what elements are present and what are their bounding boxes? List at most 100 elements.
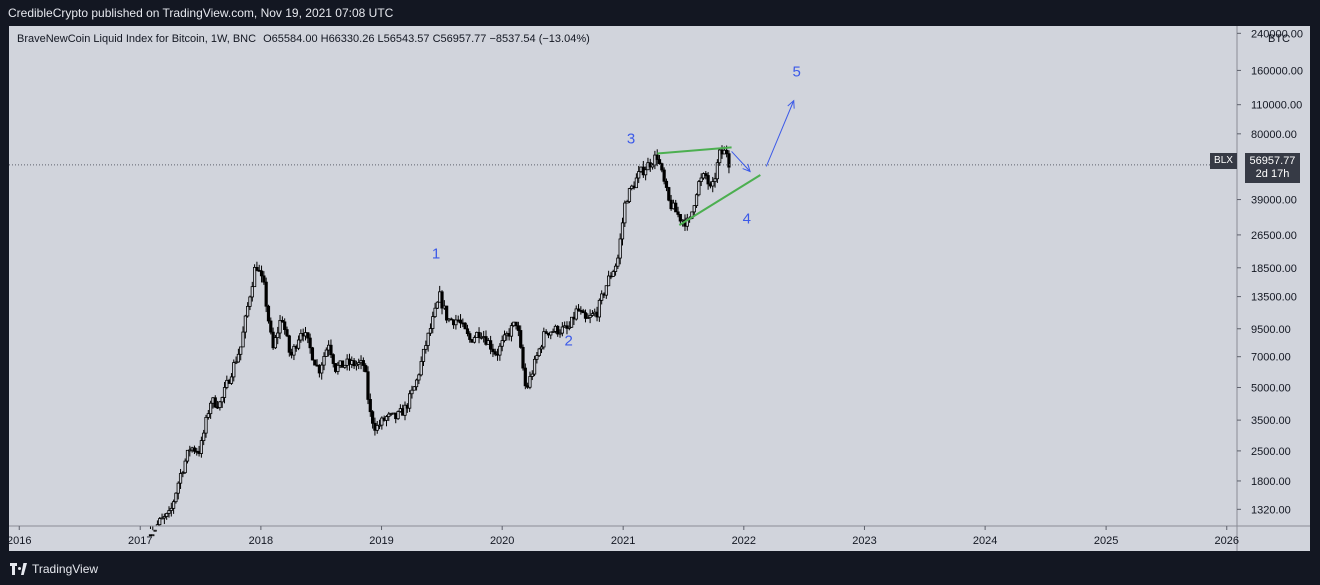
candle-body	[213, 397, 217, 408]
weekly-candle	[539, 344, 544, 354]
candle-body	[296, 339, 301, 349]
candle-body	[664, 180, 669, 188]
candle-body	[313, 359, 317, 366]
weekly-candle	[711, 176, 715, 193]
weekly-candle	[278, 314, 282, 340]
candle-body	[310, 347, 315, 361]
weekly-candle	[421, 348, 426, 366]
chart-frame[interactable]: 1 2 3 4 5 1320.00 1800.00 2500.00 3500.00 5000.0…	[9, 26, 1310, 551]
weekly-candle	[322, 352, 326, 371]
weekly-candle	[491, 343, 495, 358]
weekly-candle	[331, 353, 335, 368]
weekly-candle	[424, 340, 428, 354]
candle-body	[576, 308, 581, 311]
weekly-candle	[567, 321, 571, 331]
price-tick-label: 1320.00	[1251, 504, 1291, 516]
weekly-candle	[310, 346, 315, 361]
weekly-candle	[583, 309, 588, 323]
time-tick-label: 2020	[490, 535, 514, 547]
candle-body	[357, 362, 361, 365]
weekly-candle	[556, 325, 560, 337]
trendline	[678, 174, 761, 226]
candle-body	[685, 217, 689, 227]
symbol-tag: BLX	[1210, 153, 1237, 169]
weekly-candle	[544, 329, 548, 335]
publish-info: CredibleCrypto published on TradingView.…	[8, 6, 394, 20]
price-tick-label: 160000.00	[1251, 65, 1303, 77]
weekly-candle	[199, 436, 203, 458]
candle-body	[618, 238, 622, 259]
candle-body	[380, 417, 384, 426]
weekly-candle	[375, 420, 379, 434]
candle-body	[285, 329, 289, 337]
trendline	[657, 146, 732, 155]
candle-body	[472, 337, 477, 343]
candle-body	[174, 492, 178, 503]
weekly-candle	[225, 375, 229, 390]
candle-body	[458, 319, 463, 324]
weekly-candle	[354, 360, 359, 371]
weekly-candle	[558, 329, 562, 338]
candle-body	[697, 181, 701, 196]
weekly-candle	[380, 416, 384, 430]
candle-body	[607, 275, 611, 287]
candle-body	[287, 335, 291, 353]
weekly-candle	[220, 396, 224, 408]
weekly-candle	[329, 339, 333, 358]
weekly-candle	[412, 386, 416, 391]
candle-body	[530, 373, 534, 377]
candle-body	[625, 201, 629, 204]
candle-body	[366, 371, 370, 400]
weekly-candle	[489, 335, 493, 355]
candle-body	[322, 356, 326, 366]
weekly-candle	[269, 317, 273, 335]
wave-label: 5	[793, 63, 801, 80]
candle-body	[241, 331, 245, 348]
candle-body	[255, 267, 259, 271]
weekly-candle	[167, 506, 171, 518]
weekly-candle	[532, 355, 537, 377]
candle-body	[403, 404, 407, 416]
candle-body	[544, 331, 548, 334]
tradingview-logo-icon	[10, 563, 27, 575]
weekly-candle	[410, 385, 414, 399]
candle-body	[493, 351, 497, 355]
weekly-candle	[477, 327, 481, 344]
weekly-candle	[509, 322, 514, 342]
candle-body	[660, 163, 664, 171]
weekly-candle	[618, 233, 622, 265]
candle-body	[699, 177, 703, 182]
weekly-candle	[530, 370, 534, 381]
candle-body	[650, 164, 655, 168]
candle-body	[477, 331, 481, 338]
weekly-candle	[502, 330, 507, 343]
candle-body	[514, 321, 518, 327]
candle-body	[243, 315, 247, 333]
weekly-candle	[403, 401, 407, 421]
candle-body	[384, 416, 389, 421]
weekly-candle	[697, 179, 701, 197]
weekly-candle	[183, 458, 187, 474]
weekly-candle	[657, 155, 662, 165]
candle-body	[637, 171, 641, 179]
weekly-candle	[537, 347, 541, 357]
candle-body	[597, 299, 601, 318]
weekly-candle	[264, 277, 268, 313]
ohlc-open: O65584.00	[263, 33, 318, 45]
candle-body	[222, 387, 227, 398]
candle-body	[521, 346, 525, 369]
price-chart[interactable]: 1 2 3 4 5 1320.00 1800.00 2500.00 3500.00 5000.0…	[9, 26, 1310, 551]
weekly-candle	[607, 270, 611, 287]
price-tick-label: 2500.00	[1251, 446, 1291, 458]
candle-body	[727, 153, 731, 168]
candle-body	[500, 340, 504, 347]
candle-body	[188, 449, 192, 452]
weekly-candle	[713, 172, 717, 188]
candle-body	[306, 332, 310, 339]
candle-body	[489, 340, 493, 350]
candle-body	[410, 389, 414, 395]
weekly-candle	[313, 359, 317, 366]
candle-body	[375, 425, 379, 431]
time-tick-label: 2025	[1094, 535, 1118, 547]
candle-body	[329, 344, 333, 356]
